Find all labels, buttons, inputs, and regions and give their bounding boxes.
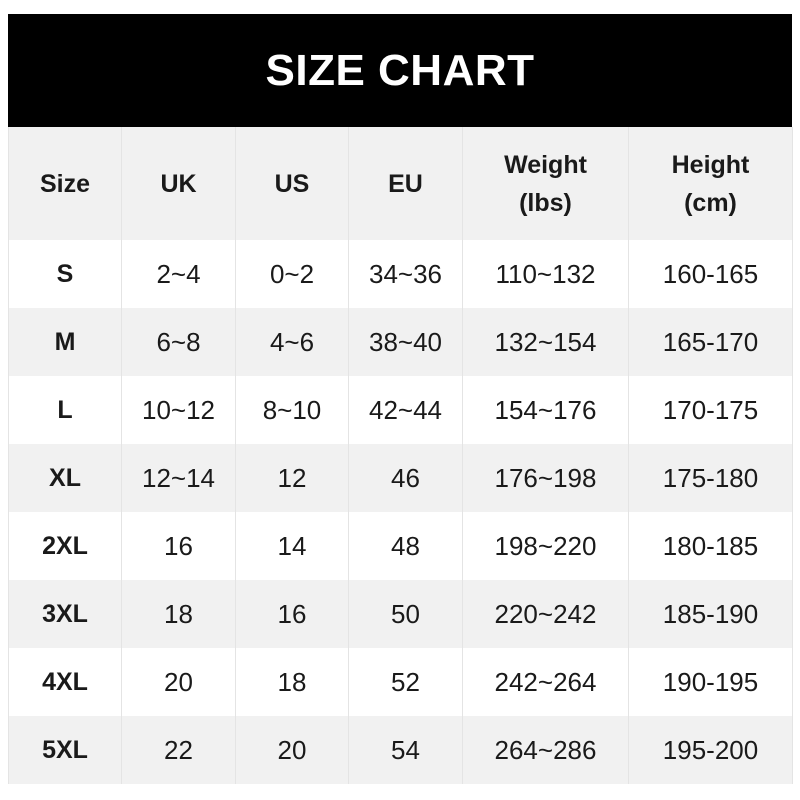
table-row: 2XL 16 14 48 198~220 180-185 [8,512,793,580]
cell-us: 8~10 [235,376,349,444]
header-height-label: Height [671,150,750,179]
cell-uk: 10~12 [121,376,236,444]
header-height: Height (cm) [628,127,793,240]
cell-height: 190-195 [628,648,793,716]
cell-us: 12 [235,444,349,512]
table-row: 3XL 18 16 50 220~242 185-190 [8,580,793,648]
header-weight-unit: (lbs) [519,188,572,217]
cell-weight: 132~154 [462,308,629,376]
cell-eu: 52 [348,648,463,716]
cell-height: 185-190 [628,580,793,648]
table-row: 4XL 20 18 52 242~264 190-195 [8,648,793,716]
cell-height: 170-175 [628,376,793,444]
cell-uk: 22 [121,716,236,784]
cell-size: S [8,240,122,308]
cell-height: 175-180 [628,444,793,512]
cell-size: 5XL [8,716,122,784]
cell-eu: 42~44 [348,376,463,444]
cell-height: 160-165 [628,240,793,308]
size-chart-title: SIZE CHART [8,14,792,127]
cell-size: L [8,376,122,444]
cell-uk: 20 [121,648,236,716]
cell-eu: 54 [348,716,463,784]
cell-eu: 34~36 [348,240,463,308]
cell-weight: 154~176 [462,376,629,444]
table-row: 5XL 22 20 54 264~286 195-200 [8,716,793,784]
cell-eu: 48 [348,512,463,580]
cell-us: 16 [235,580,349,648]
cell-uk: 12~14 [121,444,236,512]
cell-weight: 220~242 [462,580,629,648]
cell-uk: 2~4 [121,240,236,308]
header-size: Size [8,127,122,240]
cell-eu: 50 [348,580,463,648]
cell-eu: 38~40 [348,308,463,376]
cell-uk: 6~8 [121,308,236,376]
cell-uk: 18 [121,580,236,648]
header-us: US [235,127,349,240]
cell-size: 4XL [8,648,122,716]
table-row: XL 12~14 12 46 176~198 175-180 [8,444,793,512]
header-weight: Weight (lbs) [462,127,629,240]
cell-uk: 16 [121,512,236,580]
table-row: S 2~4 0~2 34~36 110~132 160-165 [8,240,793,308]
size-chart-table: Size UK US EU Weight (lbs) Height (cm) S 2~… [8,127,793,784]
cell-us: 18 [235,648,349,716]
cell-weight: 242~264 [462,648,629,716]
cell-height: 165-170 [628,308,793,376]
cell-size: XL [8,444,122,512]
cell-us: 20 [235,716,349,784]
table-row: L 10~12 8~10 42~44 154~176 170-175 [8,376,793,444]
cell-us: 14 [235,512,349,580]
table-row: M 6~8 4~6 38~40 132~154 165-170 [8,308,793,376]
cell-weight: 198~220 [462,512,629,580]
cell-size: 3XL [8,580,122,648]
header-weight-label: Weight [504,150,587,179]
header-eu: EU [348,127,463,240]
cell-size: 2XL [8,512,122,580]
header-uk: UK [121,127,236,240]
cell-weight: 176~198 [462,444,629,512]
cell-weight: 264~286 [462,716,629,784]
cell-height: 195-200 [628,716,793,784]
header-row: Size UK US EU Weight (lbs) Height (cm) [8,127,793,240]
cell-size: M [8,308,122,376]
cell-us: 0~2 [235,240,349,308]
cell-weight: 110~132 [462,240,629,308]
header-height-unit: (cm) [684,188,737,217]
cell-eu: 46 [348,444,463,512]
cell-height: 180-185 [628,512,793,580]
cell-us: 4~6 [235,308,349,376]
